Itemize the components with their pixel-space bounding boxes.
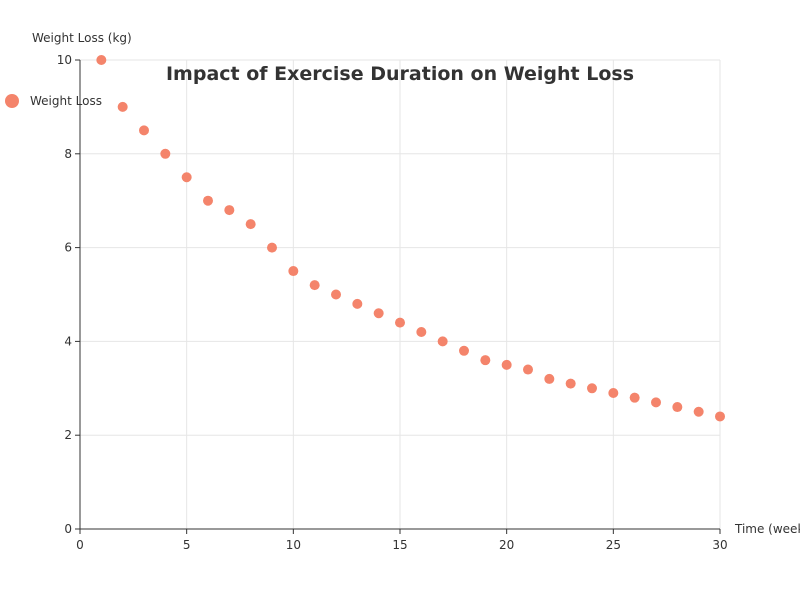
data-point[interactable] bbox=[416, 327, 427, 338]
y-tick-label: 4 bbox=[64, 334, 72, 348]
data-point[interactable] bbox=[96, 55, 107, 65]
data-point[interactable] bbox=[565, 378, 576, 389]
data-point[interactable] bbox=[608, 387, 619, 398]
legend-label: Weight Loss bbox=[30, 94, 102, 108]
x-tick-label: 0 bbox=[76, 538, 84, 552]
data-point[interactable] bbox=[288, 266, 299, 277]
data-point[interactable] bbox=[331, 289, 341, 300]
data-point[interactable] bbox=[117, 101, 128, 112]
data-point[interactable] bbox=[523, 364, 533, 375]
data-point[interactable] bbox=[629, 392, 640, 403]
data-point[interactable] bbox=[224, 205, 235, 216]
data-point[interactable] bbox=[715, 411, 725, 422]
axis-layer: 0 2 4 6 8 10 0 5 10 15 20 25 30 bbox=[57, 53, 728, 552]
grid-layer bbox=[80, 59, 721, 529]
data-point[interactable] bbox=[480, 355, 491, 366]
y-axis-label: Weight Loss (kg) bbox=[32, 31, 132, 45]
x-tick-label: 20 bbox=[499, 538, 514, 552]
data-point[interactable] bbox=[203, 195, 213, 206]
data-point[interactable] bbox=[267, 242, 277, 253]
y-tick-label: 10 bbox=[57, 53, 72, 67]
data-point[interactable] bbox=[352, 298, 363, 309]
data-point[interactable] bbox=[373, 308, 384, 319]
legend[interactable]: Weight Loss bbox=[5, 94, 102, 108]
data-point[interactable] bbox=[693, 406, 704, 417]
data-point[interactable] bbox=[395, 317, 405, 328]
data-point[interactable] bbox=[544, 373, 555, 384]
data-point[interactable] bbox=[672, 402, 683, 413]
data-point[interactable] bbox=[501, 359, 512, 370]
y-tick-label: 8 bbox=[64, 147, 72, 161]
points-layer bbox=[96, 55, 725, 422]
data-point[interactable] bbox=[459, 345, 469, 356]
legend-marker-icon bbox=[5, 94, 19, 108]
x-tick-label: 5 bbox=[183, 538, 191, 552]
data-point[interactable] bbox=[245, 219, 256, 230]
x-axis-label: Time (weeks) bbox=[734, 522, 800, 536]
x-tick-label: 30 bbox=[712, 538, 727, 552]
data-point[interactable] bbox=[587, 383, 597, 394]
y-tick-label: 2 bbox=[64, 428, 72, 442]
data-point[interactable] bbox=[181, 172, 192, 183]
x-tick-label: 15 bbox=[392, 538, 407, 552]
data-point[interactable] bbox=[160, 148, 171, 159]
data-point[interactable] bbox=[309, 280, 320, 291]
y-tick-label: 6 bbox=[64, 241, 72, 255]
data-point[interactable] bbox=[651, 397, 661, 408]
y-tick-label: 0 bbox=[64, 522, 72, 536]
data-point[interactable] bbox=[437, 336, 448, 347]
x-tick-label: 25 bbox=[606, 538, 621, 552]
data-point[interactable] bbox=[139, 125, 149, 136]
x-tick-label: 10 bbox=[286, 538, 301, 552]
chart-title: Impact of Exercise Duration on Weight Lo… bbox=[166, 63, 634, 85]
